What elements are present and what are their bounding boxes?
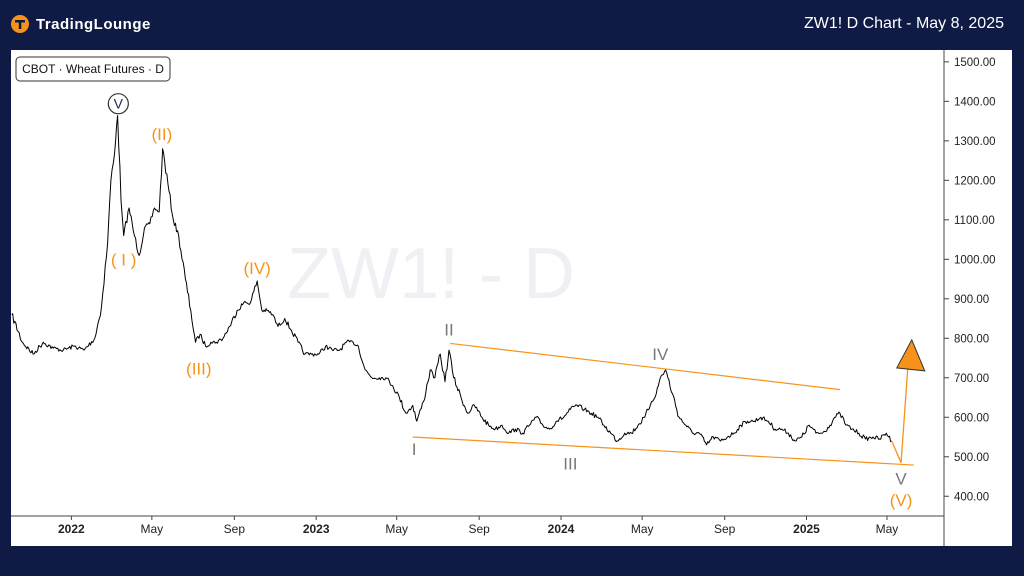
wave-label: (II) <box>152 125 173 144</box>
y-tick-label: 1400.00 <box>954 96 996 108</box>
brand-name: TradingLounge <box>36 15 151 33</box>
x-tick-label: Sep <box>714 522 736 536</box>
x-tick-label: 2024 <box>548 522 575 536</box>
projection-arrow <box>895 338 926 372</box>
y-tick-label: 800.00 <box>954 333 989 345</box>
symbol-legend-box[interactable] <box>15 56 171 82</box>
x-tick-label: Sep <box>224 522 246 536</box>
wave-label: III <box>563 454 577 473</box>
x-tick-label: 2023 <box>303 522 330 536</box>
wave-label: (IV) <box>243 259 270 278</box>
x-tick-label: Sep <box>468 522 490 536</box>
wave-label: I <box>412 440 417 459</box>
wave-label-circle <box>107 93 129 115</box>
y-tick-label: 500.00 <box>954 452 989 464</box>
lower-channel-line[interactable] <box>412 436 914 466</box>
wave-label: ( I ) <box>111 250 137 269</box>
wave-label: V <box>114 96 124 112</box>
symbol-legend-text: CBOT · Wheat Futures · D <box>22 62 164 76</box>
y-tick-label: 1000.00 <box>954 254 996 266</box>
chart-watermark: ZW1! - D <box>287 234 575 314</box>
wave-label: V <box>895 469 907 488</box>
logo-icon <box>11 15 29 33</box>
y-tick-label: 1200.00 <box>954 175 996 187</box>
y-tick-label: 600.00 <box>954 412 989 424</box>
x-tick-label: 2025 <box>793 522 820 536</box>
x-tick-label: May <box>385 522 408 536</box>
x-tick-label: May <box>631 522 654 536</box>
x-tick-label: May <box>876 522 899 536</box>
y-tick-label: 400.00 <box>954 491 989 503</box>
wave-label: (III) <box>186 359 212 378</box>
y-tick-label: 900.00 <box>954 294 989 306</box>
y-tick-label: 1500.00 <box>954 57 996 69</box>
y-tick-label: 700.00 <box>954 373 989 385</box>
y-tick-label: 1100.00 <box>954 215 995 227</box>
x-tick-label: 2022 <box>58 522 85 536</box>
projection-path[interactable] <box>891 367 909 463</box>
upper-channel-line[interactable] <box>450 342 841 391</box>
chart-panel[interactable]: ZW1! - D V (II)( I ) (IV) (III) II IV I III V (V)… <box>11 50 1012 546</box>
chart-header-title: ZW1! D Chart - May 8, 2025 <box>803 15 1004 32</box>
x-tick-label: May <box>141 522 164 536</box>
price-chart[interactable]: ZW1! - D V(II)( I ) (IV)(III)IIIVIIIIV(V)… <box>11 50 1012 546</box>
brand-logo[interactable]: TradingLounge <box>10 14 151 34</box>
header-bar: TradingLounge ZW1! D Chart - May 8, 2025 <box>0 0 1024 50</box>
wave-label: II <box>444 321 453 340</box>
price-series-line[interactable] <box>11 115 892 446</box>
wave-label: (V) <box>890 491 913 510</box>
y-tick-label: 1300.00 <box>954 136 996 148</box>
wave-label: IV <box>652 345 669 364</box>
